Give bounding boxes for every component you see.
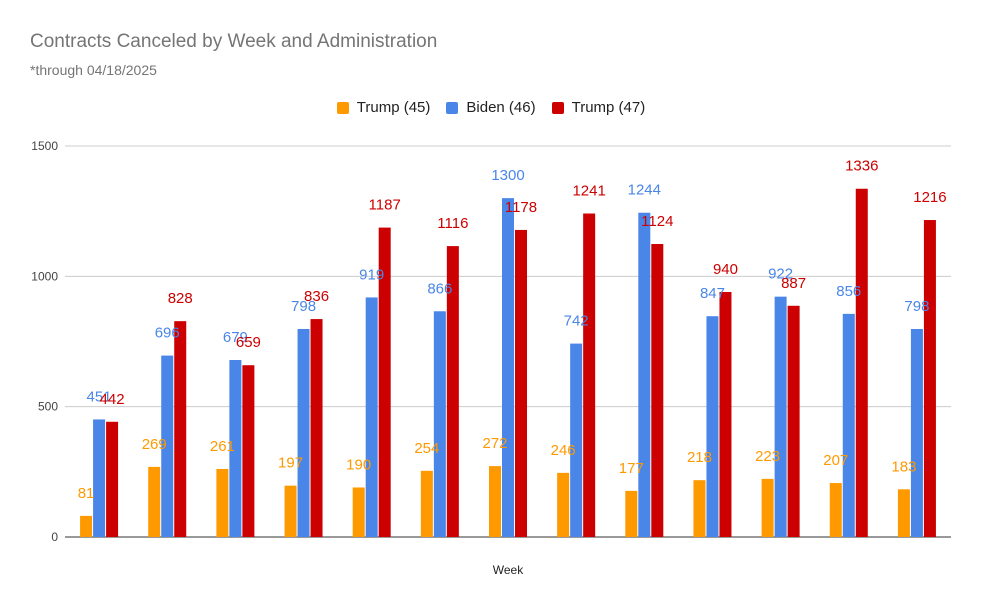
bar[interactable] xyxy=(651,244,664,537)
data-label: 742 xyxy=(564,313,589,330)
legend-swatch-biden-46 xyxy=(446,101,459,114)
legend-item-trump-47[interactable]: Trump (47) xyxy=(551,99,646,116)
data-label: 1241 xyxy=(572,183,605,200)
bar[interactable] xyxy=(787,305,800,537)
bar[interactable] xyxy=(897,489,910,537)
x-axis-label: Week xyxy=(493,563,524,577)
legend-swatch-trump-47 xyxy=(551,101,564,114)
data-label: 828 xyxy=(168,290,193,307)
bar[interactable] xyxy=(148,466,161,537)
data-label: 887 xyxy=(781,275,806,292)
bar[interactable] xyxy=(625,490,638,537)
bar[interactable] xyxy=(378,227,391,537)
data-label: 922 xyxy=(768,266,793,283)
bar[interactable] xyxy=(174,321,187,537)
bar[interactable] xyxy=(557,472,570,537)
bar[interactable] xyxy=(446,246,459,537)
data-label: 442 xyxy=(100,391,125,408)
data-label: 197 xyxy=(278,455,303,472)
legend-item-trump-45[interactable]: Trump (45) xyxy=(336,99,431,116)
data-label: 223 xyxy=(755,448,780,465)
bar[interactable] xyxy=(719,291,732,537)
bar[interactable] xyxy=(216,468,229,537)
bar[interactable] xyxy=(693,480,706,537)
legend-label-trump-47: Trump (47) xyxy=(571,99,646,116)
data-label: 919 xyxy=(359,266,384,283)
y-tick-label: 1000 xyxy=(31,269,58,283)
data-label: 847 xyxy=(700,285,725,302)
bar[interactable] xyxy=(161,355,174,537)
data-label: 261 xyxy=(210,438,235,455)
data-label: 81 xyxy=(78,485,95,502)
legend-label-biden-46: Biden (46) xyxy=(466,99,536,116)
legend-item-biden-46[interactable]: Biden (46) xyxy=(446,99,536,116)
data-label: 269 xyxy=(142,436,167,453)
bar[interactable] xyxy=(284,485,297,537)
bar[interactable] xyxy=(774,296,787,537)
data-label: 190 xyxy=(346,456,371,473)
bar[interactable] xyxy=(352,487,365,537)
data-label: 1336 xyxy=(845,158,878,175)
bar[interactable] xyxy=(583,213,596,537)
bar[interactable] xyxy=(923,220,936,537)
data-label: 207 xyxy=(823,452,848,469)
bar[interactable] xyxy=(761,478,774,537)
data-label: 1300 xyxy=(491,167,524,184)
chart-subtitle: *through 04/18/2025 xyxy=(30,62,157,78)
data-label: 679 xyxy=(223,329,248,346)
bar[interactable] xyxy=(638,212,651,538)
data-labels: 8145144226969682826167965919779883619091… xyxy=(78,158,947,502)
bar[interactable] xyxy=(297,328,310,537)
bar[interactable] xyxy=(515,229,527,537)
bar[interactable] xyxy=(829,483,842,537)
data-label: 696 xyxy=(155,325,180,342)
bar[interactable] xyxy=(489,466,501,537)
bar[interactable] xyxy=(910,328,923,537)
bars xyxy=(80,188,936,538)
bar[interactable] xyxy=(420,470,433,537)
data-label: 1216 xyxy=(913,189,946,206)
data-label: 218 xyxy=(687,449,712,466)
data-label: 659 xyxy=(236,334,261,351)
bar[interactable] xyxy=(855,188,868,537)
bar[interactable] xyxy=(433,311,446,537)
data-label: 1124 xyxy=(641,213,673,230)
data-label: 254 xyxy=(414,440,439,457)
data-label: 856 xyxy=(836,283,861,300)
bar[interactable] xyxy=(570,343,583,537)
bar[interactable] xyxy=(502,198,514,537)
legend: Trump (45) Biden (46) Trump (47) xyxy=(0,99,982,116)
bar[interactable] xyxy=(80,515,93,537)
data-label: 798 xyxy=(291,298,316,315)
bar[interactable] xyxy=(229,360,242,537)
data-label: 246 xyxy=(551,442,576,459)
data-label: 866 xyxy=(427,280,452,297)
data-label: 836 xyxy=(304,288,329,305)
y-tick-label: 0 xyxy=(51,530,58,544)
y-axis-ticks: 0 500 1000 1500 xyxy=(31,139,58,544)
bar[interactable] xyxy=(706,316,719,537)
data-label: 1116 xyxy=(437,215,468,232)
bar[interactable] xyxy=(242,365,255,537)
data-label: 1178 xyxy=(505,199,537,216)
legend-swatch-trump-45 xyxy=(336,101,349,114)
bar[interactable] xyxy=(842,313,855,537)
data-label: 272 xyxy=(482,435,507,452)
data-label: 798 xyxy=(904,298,929,315)
data-label: 1187 xyxy=(369,197,401,214)
y-tick-label: 1500 xyxy=(31,139,58,153)
bar[interactable] xyxy=(106,421,119,537)
y-tick-label: 500 xyxy=(38,400,58,414)
bar[interactable] xyxy=(310,319,323,537)
data-label: 451 xyxy=(87,388,112,405)
legend-label-trump-45: Trump (45) xyxy=(356,99,431,116)
data-label: 183 xyxy=(891,458,916,475)
data-label: 1244 xyxy=(628,182,661,199)
bar[interactable] xyxy=(93,419,106,537)
data-label: 177 xyxy=(619,460,644,477)
bar[interactable] xyxy=(365,297,378,537)
data-label: 940 xyxy=(713,261,738,278)
chart-title: Contracts Canceled by Week and Administr… xyxy=(30,31,438,52)
